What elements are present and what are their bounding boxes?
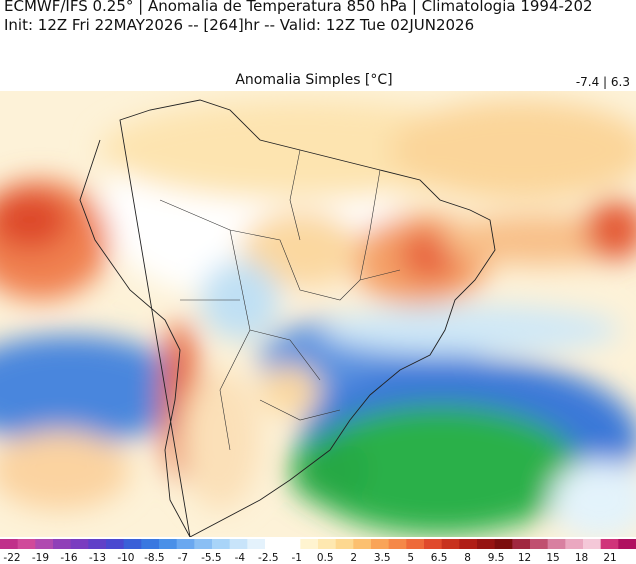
colorbar-swatch <box>618 539 636 549</box>
colorbar-label: -4 <box>235 552 246 564</box>
colorbar-label: -1 <box>292 552 302 564</box>
colorbar-swatch <box>353 539 372 549</box>
colorbar-label: -5.5 <box>201 552 222 564</box>
colorbar-swatch <box>424 539 443 549</box>
colorbar-swatch <box>247 539 266 549</box>
colorbar-swatch <box>282 539 301 549</box>
colorbar-label: 12 <box>518 552 531 564</box>
colorbar-swatch <box>300 539 319 549</box>
colorbar-swatch <box>371 539 390 549</box>
colorbar-label: 0.5 <box>317 552 334 564</box>
colorbar-swatch <box>477 539 496 549</box>
colorbar-swatch <box>406 539 425 549</box>
colorbar-swatch <box>141 539 160 549</box>
colorbar-label: 8 <box>464 552 471 564</box>
colorbar-swatch <box>459 539 478 549</box>
colorbar-label: 15 <box>546 552 559 564</box>
colorbar-swatch <box>0 539 19 549</box>
colorbar-label: 3.5 <box>374 552 391 564</box>
colorbar-label: -8.5 <box>144 552 165 564</box>
colorbar-label: -7 <box>178 552 188 564</box>
colorbar-label: 2 <box>350 552 357 564</box>
colorbar-swatch <box>53 539 72 549</box>
anomaly-field <box>0 91 636 537</box>
colorbar-swatch <box>318 539 337 549</box>
colorbar-label: 5 <box>407 552 414 564</box>
colorbar-label: 9.5 <box>488 552 505 564</box>
colorbar-label: -13 <box>89 552 106 564</box>
colorbar-swatch <box>265 539 284 549</box>
header-subtitle: Init: 12Z Fri 22MAY2026 -- [264]hr -- Va… <box>4 16 475 34</box>
colorbar-swatch <box>441 539 460 549</box>
colorbar-label: 6.5 <box>431 552 448 564</box>
colorbar-swatch <box>176 539 195 549</box>
colorbar-label: -16 <box>60 552 77 564</box>
colorbar-label: 21 <box>603 552 616 564</box>
colorbar-swatch <box>35 539 54 549</box>
colorbar-swatch <box>335 539 354 549</box>
colorbar-swatch <box>388 539 407 549</box>
borders <box>159 149 401 451</box>
colorbar: -22 -19 -16 -13 -10 -8.5 -7 -5.5 -4 -2.5 -1 0.5 2 3.5… <box>0 539 636 564</box>
colorbar-swatch <box>159 539 178 549</box>
colorbar-swatch <box>106 539 125 549</box>
colorbar-swatch <box>70 539 89 549</box>
colorbar-swatch <box>212 539 231 549</box>
coastline <box>79 99 496 537</box>
colorbar-swatch <box>512 539 531 549</box>
colorbar-swatch <box>17 539 36 549</box>
colorbar-swatch <box>494 539 513 549</box>
colorbar-swatch <box>123 539 142 549</box>
colorbar-swatch <box>565 539 584 549</box>
colorbar-swatch <box>583 539 602 549</box>
colorbar-swatch <box>88 539 107 549</box>
colorbar-swatch <box>229 539 248 549</box>
colorbar-swatch <box>194 539 213 549</box>
colorbar-swatch <box>547 539 566 549</box>
colorbar-label: -10 <box>117 552 134 564</box>
range-label: -7.4 | 6.3 <box>576 75 630 89</box>
colorbar-swatch <box>600 539 619 549</box>
colorbar-label: -22 <box>3 552 20 564</box>
map-title: Anomalia Simples [°C] <box>235 72 392 88</box>
colorbar-label: -19 <box>32 552 49 564</box>
colorbar-label: -2.5 <box>258 552 279 564</box>
colorbar-swatch <box>530 539 549 549</box>
header-title: ECMWF/IFS 0.25° | Anomalia de Temperatur… <box>4 0 593 15</box>
colorbar-label: 18 <box>575 552 588 564</box>
